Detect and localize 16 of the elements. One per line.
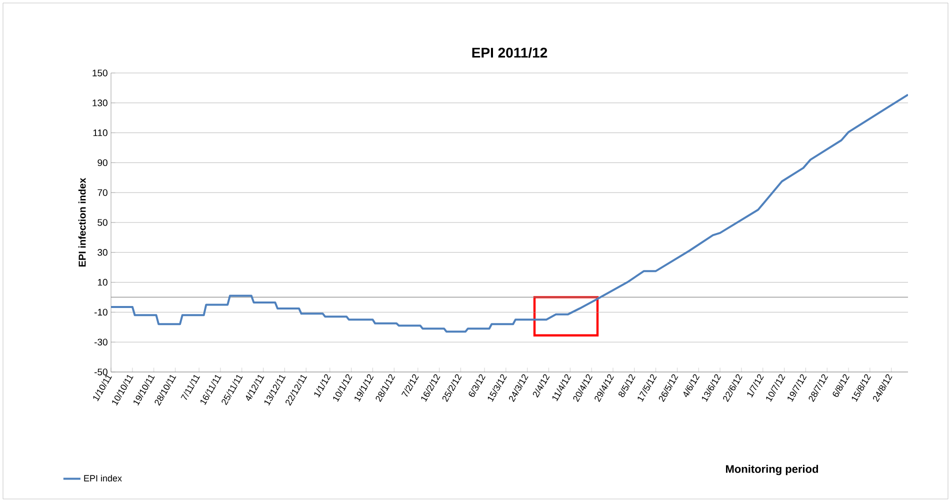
y-tick-label: 10 [98,278,108,286]
y-tick-label: 90 [98,159,108,166]
text: Monitoring period [726,464,818,476]
line-series [111,94,908,333]
y-axis-title: EPI infection index [78,178,86,267]
y-tick-label: 70 [98,189,108,196]
legend-label: EPI index [84,474,122,482]
y-tick-label: 130 [92,100,108,106]
y-tick-label: 150 [92,70,108,76]
y-tick-label: -50 [94,368,108,376]
y-tick-label: -30 [94,338,108,346]
chart-title: EPI 2011/12 [472,47,548,58]
y-tick-label: 50 [98,219,108,226]
y-tick-label: 110 [93,129,108,136]
y-tick-label: 30 [98,249,108,256]
y-tick-label: -10 [94,308,108,316]
